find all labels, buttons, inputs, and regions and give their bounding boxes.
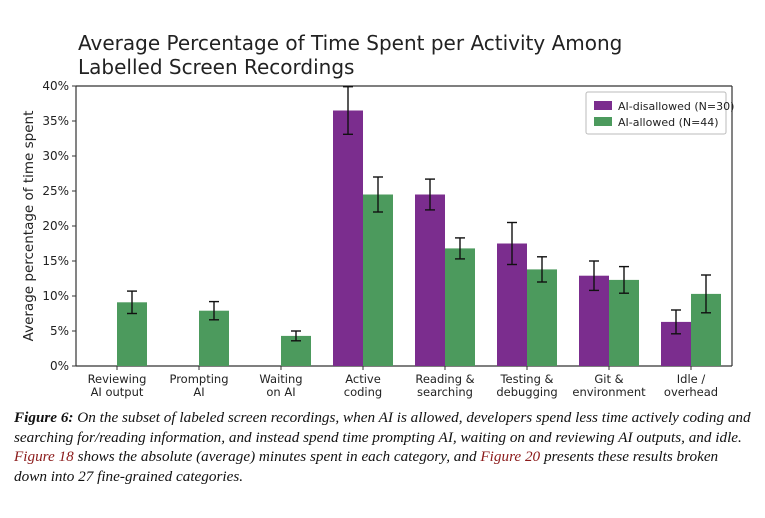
figure-caption: Figure 6: On the subset of labeled scree… bbox=[14, 408, 754, 486]
bar bbox=[333, 110, 363, 366]
x-tick-label: Active bbox=[345, 372, 381, 386]
caption-label: Figure 6: bbox=[14, 409, 74, 426]
legend-label: AI-disallowed (N=30) bbox=[618, 100, 734, 113]
legend-swatch bbox=[594, 117, 612, 126]
x-tick-label: Reviewing bbox=[88, 372, 147, 386]
x-tick-label: Prompting bbox=[169, 372, 228, 386]
caption-link-figure-18[interactable]: Figure 18 bbox=[14, 448, 74, 465]
x-tick-label: on AI bbox=[266, 385, 295, 399]
legend-label: AI-allowed (N=44) bbox=[618, 116, 719, 129]
chart-title-line-1: Average Percentage of Time Spent per Act… bbox=[78, 31, 622, 55]
y-tick-label: 15% bbox=[42, 254, 69, 268]
chart-title-line-2: Labelled Screen Recordings bbox=[78, 55, 354, 79]
y-tick-label: 40% bbox=[42, 79, 69, 93]
x-tick-label: Reading & bbox=[415, 372, 474, 386]
x-tick-label: Git & bbox=[594, 372, 623, 386]
y-tick-label: 25% bbox=[42, 184, 69, 198]
legend-box bbox=[585, 91, 727, 135]
x-tick-label: Idle / bbox=[677, 372, 706, 386]
caption-text-2: shows the absolute (average) minutes spe… bbox=[73, 448, 481, 465]
y-tick-label: 35% bbox=[42, 114, 69, 128]
x-tick-label: AI bbox=[193, 385, 204, 399]
bar bbox=[609, 279, 639, 366]
x-tick-label: Testing & bbox=[499, 372, 553, 386]
x-tick-label: coding bbox=[344, 385, 382, 399]
bar bbox=[415, 194, 445, 366]
x-tick-label: searching bbox=[417, 385, 473, 399]
y-tick-label: 20% bbox=[42, 219, 69, 233]
bar bbox=[363, 194, 393, 366]
y-tick-label: 5% bbox=[50, 324, 69, 338]
x-tick-label: debugging bbox=[496, 385, 557, 399]
x-tick-label: environment bbox=[572, 385, 646, 399]
caption-text-3: presents these results broken down into … bbox=[14, 448, 719, 485]
x-tick-label: AI output bbox=[91, 385, 144, 399]
x-tick-label: Waiting bbox=[259, 372, 302, 386]
bar-chart: Average Percentage of Time Spent per Act… bbox=[21, 31, 734, 399]
y-tick-label: 0% bbox=[50, 359, 69, 373]
caption-link-figure-20[interactable]: Figure 20 bbox=[480, 448, 541, 465]
legend-swatch bbox=[594, 101, 612, 110]
y-axis-label: Average percentage of time spent bbox=[21, 111, 37, 342]
y-tick-label: 30% bbox=[42, 149, 69, 163]
caption-text-1: On the subset of labeled screen recordin… bbox=[14, 409, 751, 446]
x-tick-label: overhead bbox=[664, 385, 718, 399]
y-tick-label: 10% bbox=[42, 289, 69, 303]
bar bbox=[445, 248, 475, 366]
bar bbox=[527, 269, 557, 366]
